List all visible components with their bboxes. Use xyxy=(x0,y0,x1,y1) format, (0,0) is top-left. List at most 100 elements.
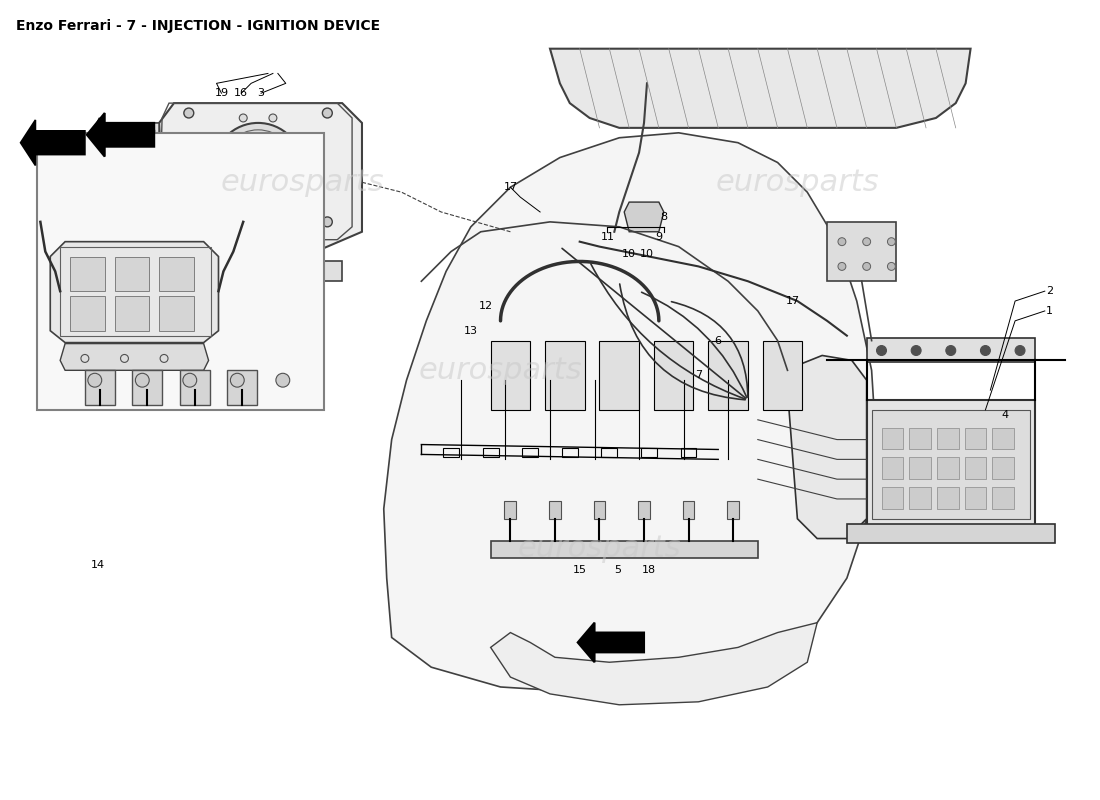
Text: 19: 19 xyxy=(214,88,229,98)
Bar xyxy=(881,428,903,450)
Bar xyxy=(594,501,605,518)
Circle shape xyxy=(838,262,846,270)
Circle shape xyxy=(322,217,332,227)
Polygon shape xyxy=(179,262,342,282)
Polygon shape xyxy=(384,133,877,692)
Bar xyxy=(727,501,739,518)
Text: 1: 1 xyxy=(1046,306,1053,316)
Bar xyxy=(600,341,639,410)
Bar xyxy=(992,458,1014,479)
Bar xyxy=(70,296,104,330)
Bar xyxy=(762,341,802,410)
Text: 2: 2 xyxy=(1046,286,1054,296)
Bar xyxy=(881,458,903,479)
Bar xyxy=(60,246,210,336)
Circle shape xyxy=(270,208,277,216)
Bar xyxy=(37,133,324,410)
Polygon shape xyxy=(491,622,817,705)
Bar xyxy=(641,447,657,458)
Bar xyxy=(871,410,1030,518)
Bar xyxy=(827,222,896,282)
Bar xyxy=(160,257,194,291)
Circle shape xyxy=(184,108,194,118)
Bar xyxy=(549,501,561,518)
Bar xyxy=(910,428,931,450)
Bar xyxy=(491,541,758,558)
Circle shape xyxy=(184,217,194,227)
Polygon shape xyxy=(87,113,154,157)
Text: eurosparts: eurosparts xyxy=(716,168,879,197)
Bar xyxy=(443,447,459,458)
Circle shape xyxy=(135,374,150,387)
Circle shape xyxy=(911,346,921,355)
Text: eurosparts: eurosparts xyxy=(518,534,681,563)
Text: 16: 16 xyxy=(234,88,249,98)
Bar xyxy=(114,257,150,291)
Polygon shape xyxy=(847,524,1055,543)
Polygon shape xyxy=(624,202,663,232)
Bar xyxy=(653,341,693,410)
Bar xyxy=(132,370,162,405)
Polygon shape xyxy=(160,103,362,262)
Bar xyxy=(937,458,959,479)
Text: 10: 10 xyxy=(623,249,636,258)
Bar xyxy=(881,487,903,509)
Bar xyxy=(491,341,530,410)
Polygon shape xyxy=(120,123,160,153)
Circle shape xyxy=(240,208,248,216)
Bar xyxy=(992,487,1014,509)
Bar xyxy=(180,370,210,405)
Circle shape xyxy=(240,114,248,122)
Bar xyxy=(708,341,748,410)
Text: 12: 12 xyxy=(478,301,493,311)
Bar xyxy=(937,487,959,509)
Circle shape xyxy=(213,123,302,212)
Text: 10: 10 xyxy=(640,249,654,258)
Circle shape xyxy=(183,374,197,387)
Bar xyxy=(910,487,931,509)
Text: 3: 3 xyxy=(257,88,264,98)
Circle shape xyxy=(838,238,846,246)
Bar xyxy=(867,338,1035,362)
Text: 6: 6 xyxy=(715,336,722,346)
Polygon shape xyxy=(578,622,644,662)
Text: eurosparts: eurosparts xyxy=(221,168,384,197)
Circle shape xyxy=(270,114,277,122)
Bar xyxy=(602,447,617,458)
Polygon shape xyxy=(788,355,867,538)
Text: 13: 13 xyxy=(464,326,477,336)
Circle shape xyxy=(980,346,990,355)
Text: 17: 17 xyxy=(785,296,800,306)
Text: eurosparts: eurosparts xyxy=(419,356,582,385)
Circle shape xyxy=(862,262,870,270)
Bar xyxy=(228,370,257,405)
Bar xyxy=(522,447,538,458)
Bar xyxy=(965,487,987,509)
Bar xyxy=(965,428,987,450)
Bar xyxy=(937,428,959,450)
Text: 4: 4 xyxy=(1002,410,1009,420)
Text: Enzo Ferrari - 7 - INJECTION - IGNITION DEVICE: Enzo Ferrari - 7 - INJECTION - IGNITION … xyxy=(15,19,379,33)
Circle shape xyxy=(862,238,870,246)
Text: 7: 7 xyxy=(695,370,702,380)
Polygon shape xyxy=(867,400,1035,529)
Polygon shape xyxy=(90,118,154,158)
Circle shape xyxy=(1015,346,1025,355)
Circle shape xyxy=(888,262,895,270)
Circle shape xyxy=(877,346,887,355)
Circle shape xyxy=(276,374,289,387)
Bar xyxy=(992,428,1014,450)
Bar xyxy=(562,447,578,458)
Text: 8: 8 xyxy=(660,212,668,222)
Text: 5: 5 xyxy=(614,566,620,575)
Bar xyxy=(965,458,987,479)
Circle shape xyxy=(230,374,244,387)
Polygon shape xyxy=(51,242,219,342)
Text: 9: 9 xyxy=(656,232,662,242)
Circle shape xyxy=(322,108,332,118)
Bar xyxy=(910,458,931,479)
Bar xyxy=(681,447,696,458)
Bar xyxy=(483,447,498,458)
Bar xyxy=(160,296,194,330)
Bar xyxy=(546,341,584,410)
